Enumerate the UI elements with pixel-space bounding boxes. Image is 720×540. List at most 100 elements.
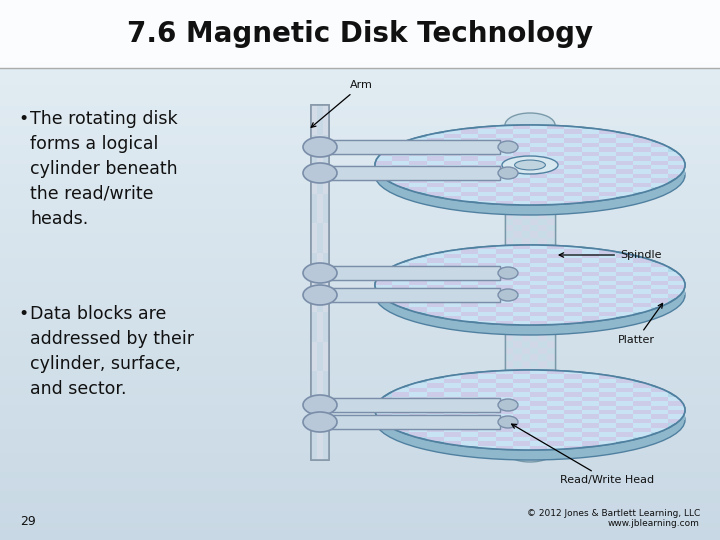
Bar	[0, 184, 720, 185]
Bar	[0, 225, 720, 226]
Bar	[651, 419, 667, 423]
Bar	[0, 483, 720, 484]
Bar	[323, 105, 329, 134]
Bar	[320, 398, 500, 404]
Bar	[0, 289, 720, 290]
Bar	[546, 200, 555, 206]
Bar	[427, 289, 444, 294]
Bar	[0, 26, 720, 27]
Bar	[616, 170, 634, 174]
Bar	[0, 204, 720, 205]
Bar	[427, 281, 444, 285]
Bar	[513, 423, 530, 428]
Bar	[634, 174, 651, 178]
Bar	[0, 536, 720, 537]
Bar	[392, 303, 410, 307]
Ellipse shape	[498, 167, 518, 179]
Bar	[0, 428, 720, 429]
Bar	[444, 397, 461, 401]
Bar	[375, 397, 392, 401]
Bar	[634, 432, 651, 437]
Bar	[495, 196, 513, 200]
Bar	[410, 423, 427, 428]
Bar	[0, 153, 720, 154]
Bar	[667, 174, 685, 178]
Bar	[616, 147, 634, 152]
Bar	[392, 183, 410, 187]
Bar	[0, 218, 720, 219]
Bar	[0, 14, 720, 15]
Bar	[539, 219, 546, 225]
Bar	[375, 410, 392, 414]
Bar	[392, 156, 410, 160]
Bar	[582, 316, 599, 321]
Bar	[0, 117, 720, 118]
Bar	[0, 263, 720, 264]
Bar	[320, 266, 500, 280]
Bar	[582, 294, 599, 298]
Bar	[0, 221, 720, 222]
Bar	[0, 181, 720, 182]
Bar	[478, 249, 495, 254]
Bar	[0, 104, 720, 105]
Bar	[0, 512, 720, 513]
Bar	[0, 234, 720, 235]
Bar	[0, 23, 720, 24]
Bar	[0, 73, 720, 74]
Bar	[0, 271, 720, 272]
Bar	[0, 130, 720, 131]
Bar	[495, 432, 513, 437]
Bar	[546, 327, 555, 334]
Bar	[311, 224, 317, 253]
Bar	[513, 383, 530, 388]
Bar	[427, 406, 444, 410]
Bar	[0, 322, 720, 323]
Bar	[530, 200, 539, 206]
Bar	[0, 388, 720, 389]
Bar	[444, 316, 461, 321]
Bar	[599, 414, 616, 419]
Bar	[0, 60, 720, 61]
Bar	[505, 430, 555, 450]
Bar	[0, 222, 720, 223]
Bar	[444, 374, 461, 379]
Bar	[392, 298, 410, 303]
Bar	[564, 178, 582, 183]
Bar	[0, 214, 720, 215]
Bar	[444, 249, 461, 254]
Bar	[651, 423, 667, 428]
Ellipse shape	[303, 137, 337, 157]
Bar	[564, 312, 582, 316]
Bar	[0, 139, 720, 140]
Bar	[0, 95, 720, 96]
Bar	[0, 402, 720, 403]
Bar	[0, 159, 720, 160]
Bar	[599, 410, 616, 414]
Ellipse shape	[498, 141, 518, 153]
Bar	[0, 434, 720, 435]
Bar	[0, 137, 720, 138]
Bar	[564, 303, 582, 307]
Bar	[427, 272, 444, 276]
Bar	[616, 263, 634, 267]
Bar	[599, 187, 616, 192]
Bar	[0, 229, 720, 230]
Bar	[0, 92, 720, 93]
Bar	[0, 502, 720, 503]
Bar	[0, 209, 720, 210]
Bar	[0, 12, 720, 13]
Bar	[564, 245, 582, 249]
Bar	[0, 69, 720, 70]
Bar	[582, 374, 599, 379]
Bar	[461, 249, 478, 254]
Bar	[0, 468, 720, 469]
Bar	[634, 397, 651, 401]
Bar	[320, 398, 500, 412]
Bar	[375, 289, 392, 294]
Bar	[667, 289, 685, 294]
Bar	[0, 328, 720, 329]
Bar	[410, 432, 427, 437]
Bar	[564, 423, 582, 428]
Bar	[427, 388, 444, 392]
Bar	[530, 263, 547, 267]
